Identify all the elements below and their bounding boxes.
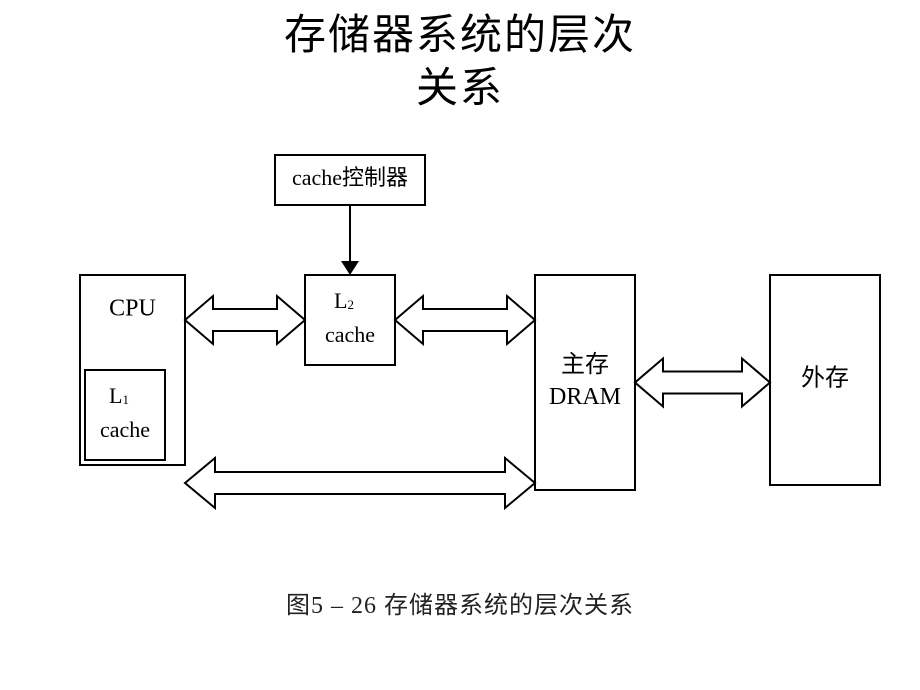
page-title: 存储器系统的层次 关系 — [0, 0, 920, 115]
title-line-2: 关系 — [0, 63, 920, 116]
label-dram-1: 主存 — [561, 351, 609, 378]
label-external-storage: 外存 — [801, 365, 849, 392]
figure-caption: 图5 – 26 存储器系统的层次关系 — [0, 585, 920, 620]
arrow-controller-to-l2 — [341, 261, 359, 275]
title-line-1: 存储器系统的层次 — [0, 10, 920, 63]
node-dram — [535, 275, 635, 490]
arrow-cpu-dram-long — [185, 458, 535, 508]
label-l2-cache: cache — [325, 322, 375, 347]
diagram-svg: cache控制器 CPU L1 cache L2 cache 主存 DRAM 外存 — [0, 145, 920, 545]
label-l1: L1 — [109, 383, 129, 408]
node-l1-cache — [85, 370, 165, 460]
label-l1-cache: cache — [100, 417, 150, 442]
label-cpu: CPU — [109, 296, 156, 322]
arrow-cpu-l2 — [185, 296, 305, 344]
memory-hierarchy-diagram: cache控制器 CPU L1 cache L2 cache 主存 DRAM 外存 — [0, 145, 920, 545]
label-l2: L2 — [334, 288, 354, 313]
arrow-dram-ext — [635, 359, 770, 407]
node-l2-cache — [305, 275, 395, 365]
arrow-l2-dram — [395, 296, 535, 344]
label-cache-controller: cache控制器 — [292, 165, 408, 190]
label-dram-2: DRAM — [549, 384, 621, 410]
